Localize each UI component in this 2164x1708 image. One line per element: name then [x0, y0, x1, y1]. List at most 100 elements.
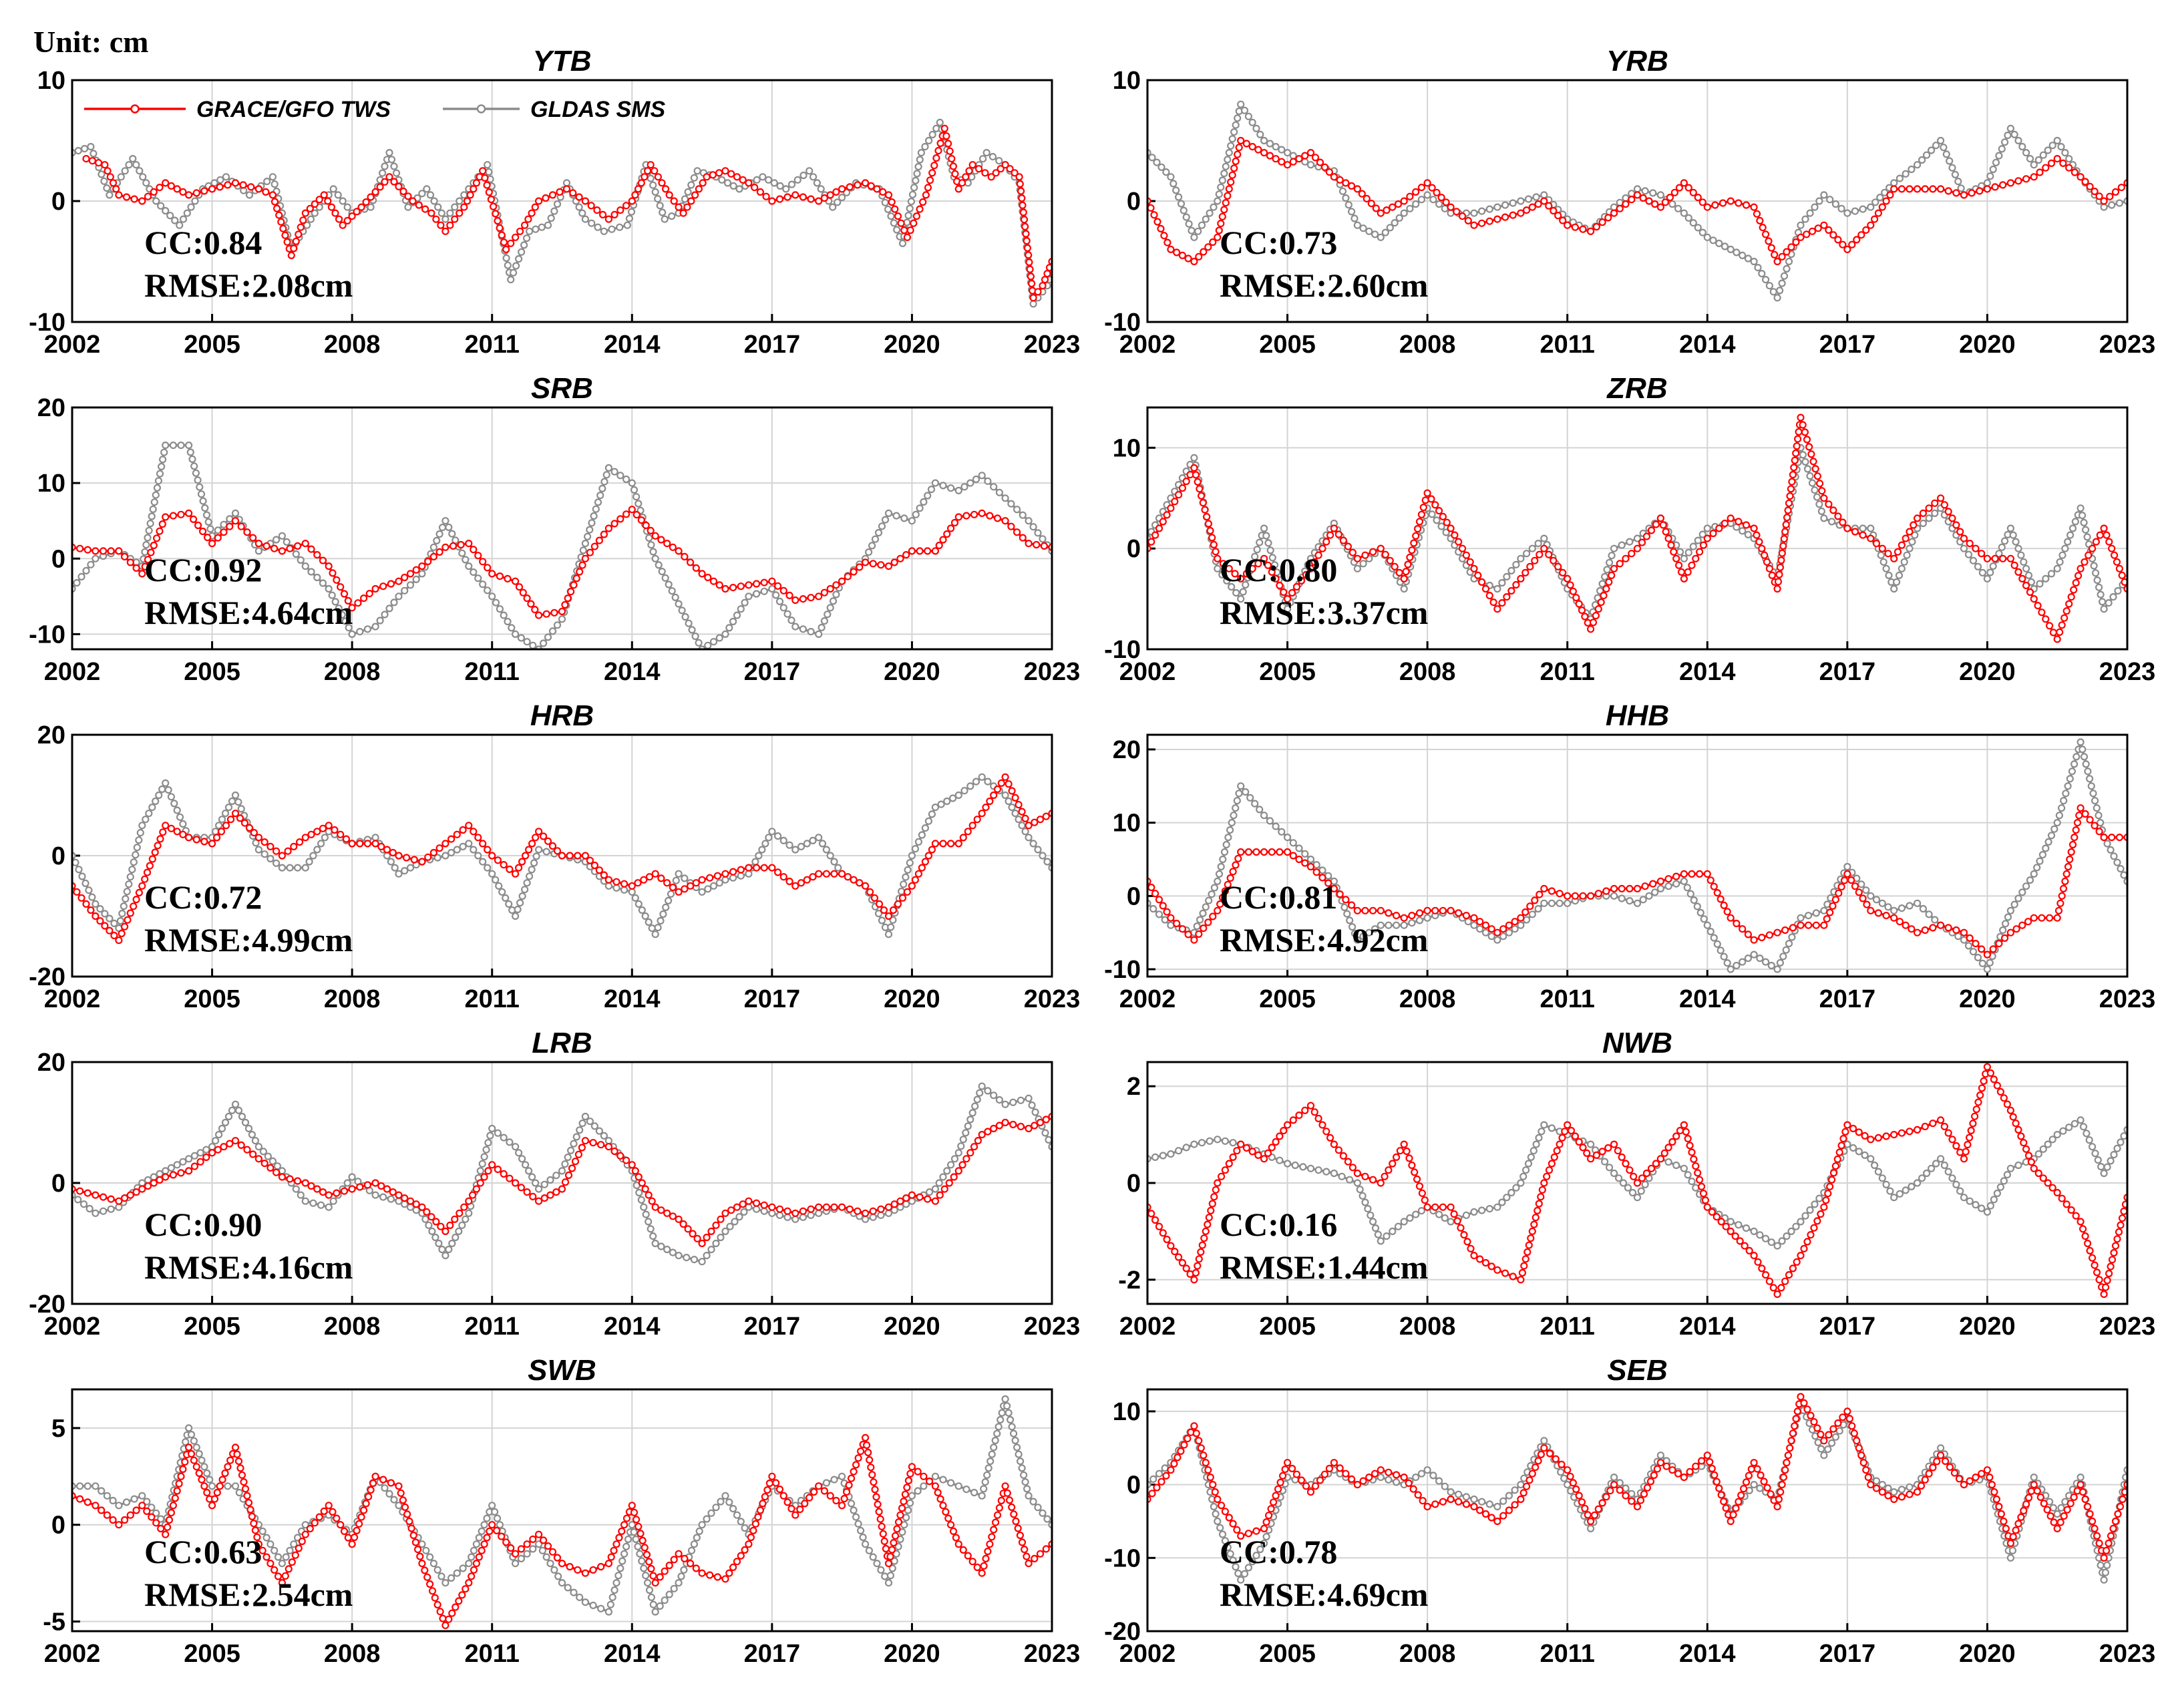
data-point — [1318, 544, 1326, 552]
data-point — [1911, 531, 1919, 539]
data-point — [2059, 1127, 2067, 1135]
data-point — [1221, 1537, 1230, 1545]
data-point — [2095, 812, 2103, 820]
data-point — [869, 1553, 877, 1561]
data-point — [1381, 228, 1389, 236]
data-point — [1269, 1498, 1278, 1506]
data-point — [1256, 1545, 1264, 1554]
data-point — [553, 200, 562, 208]
data-point — [879, 188, 887, 196]
data-point — [1216, 1524, 1224, 1532]
data-point — [2053, 635, 2061, 643]
data-point — [185, 1167, 193, 1175]
data-point — [378, 169, 387, 177]
data-point — [1206, 1474, 1214, 1482]
data-point — [1314, 1114, 1322, 1123]
data-point — [1688, 1148, 1696, 1156]
data-point — [2086, 1246, 2094, 1255]
data-point — [441, 1579, 449, 1587]
data-point — [1721, 519, 1729, 528]
data-point — [1493, 1517, 1501, 1526]
data-point — [610, 210, 618, 218]
data-point — [799, 1207, 807, 1215]
data-point — [523, 594, 531, 603]
data-point — [733, 1203, 741, 1211]
x-tick-label: 2005 — [1259, 1640, 1316, 1668]
data-point — [1322, 538, 1330, 546]
x-tick-label: 2014 — [604, 331, 661, 359]
data-point — [690, 1255, 699, 1264]
data-point — [1244, 848, 1253, 856]
data-point — [761, 1493, 769, 1501]
data-point — [445, 1615, 453, 1623]
data-point — [1007, 522, 1015, 530]
data-point — [523, 1550, 531, 1558]
data-point — [2092, 538, 2100, 546]
data-point — [2111, 1242, 2120, 1250]
data-point — [367, 1486, 375, 1494]
data-point — [1320, 1470, 1329, 1478]
data-point — [2079, 1225, 2087, 1233]
data-point — [684, 188, 692, 196]
y-tick-label: -20 — [29, 963, 65, 991]
data-point — [132, 1506, 140, 1514]
data-point — [978, 472, 986, 480]
data-point — [532, 225, 540, 233]
axes-frame — [1146, 1061, 2129, 1305]
data-point — [206, 1476, 214, 1484]
data-point — [1029, 840, 1037, 848]
data-point — [815, 1209, 823, 1217]
data-point — [1162, 1472, 1170, 1480]
data-point — [435, 548, 443, 556]
data-point — [387, 858, 395, 866]
data-point — [1235, 790, 1243, 798]
data-point — [200, 1482, 208, 1490]
data-point — [226, 1140, 234, 1148]
data-point — [1272, 1492, 1280, 1500]
data-point — [1025, 539, 1033, 548]
data-point — [542, 1553, 550, 1561]
data-point — [1389, 1227, 1397, 1236]
data-point — [815, 592, 823, 601]
data-point — [715, 879, 723, 887]
data-point — [496, 224, 504, 232]
data-point — [2103, 531, 2111, 539]
data-point — [803, 840, 811, 848]
data-point — [1252, 848, 1260, 856]
data-point — [1826, 1182, 1834, 1191]
data-point — [1385, 909, 1393, 917]
data-point — [912, 212, 921, 220]
data-point — [1969, 948, 1978, 956]
data-point — [550, 207, 558, 215]
data-point — [838, 1502, 846, 1510]
data-point — [1182, 477, 1190, 486]
data-point — [645, 1586, 654, 1594]
data-point — [436, 1608, 444, 1616]
data-point — [1353, 906, 1362, 914]
data-point — [426, 191, 435, 199]
data-point — [946, 147, 954, 155]
data-point — [569, 189, 577, 197]
data-point — [1462, 911, 1470, 920]
data-point — [498, 231, 506, 239]
data-point — [1318, 866, 1326, 874]
data-point — [1005, 1409, 1013, 1417]
data-point — [634, 1542, 642, 1550]
data-point — [1276, 581, 1284, 590]
data-point — [451, 203, 459, 211]
data-point — [101, 922, 109, 930]
data-point — [1025, 1124, 1033, 1133]
data-point — [978, 1130, 986, 1139]
data-point — [511, 870, 520, 878]
data-point — [156, 470, 164, 478]
data-point — [1260, 812, 1268, 820]
data-point — [525, 872, 534, 880]
data-point — [2099, 598, 2107, 606]
data-point — [897, 887, 906, 896]
data-point — [1227, 142, 1235, 150]
data-point — [75, 866, 83, 874]
data-point — [2014, 568, 2022, 576]
data-point — [564, 1171, 573, 1180]
data-point — [542, 848, 550, 856]
x-tick-label: 2017 — [1819, 331, 1876, 359]
